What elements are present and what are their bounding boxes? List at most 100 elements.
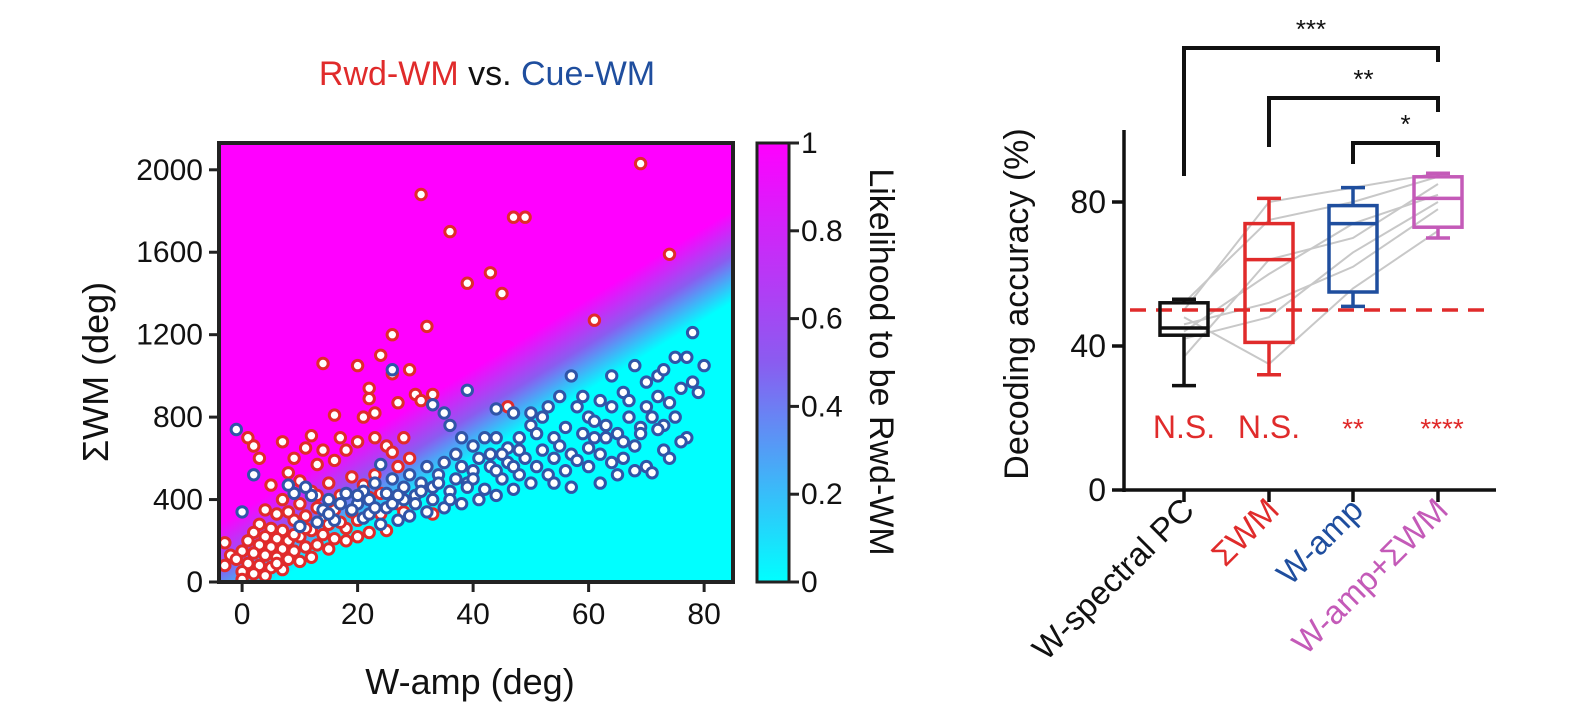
cue-point	[645, 466, 659, 480]
rwd-point	[258, 503, 272, 517]
cue-point	[564, 480, 578, 494]
cue-point	[350, 488, 365, 503]
cue-point	[529, 426, 544, 441]
cue-point	[506, 482, 521, 496]
x-tick-label: 0	[234, 598, 251, 631]
cue-point	[322, 507, 336, 521]
rwd-point	[327, 453, 342, 468]
rwd-point	[391, 396, 405, 410]
cue-point	[489, 488, 503, 503]
scatter-frame	[217, 141, 735, 584]
cue-point	[570, 453, 584, 468]
cue-point	[587, 414, 602, 428]
rwd-point	[391, 459, 405, 474]
cue-point	[535, 443, 550, 457]
rwd-point	[298, 441, 313, 455]
box-iqr	[1243, 221, 1295, 345]
rwd-point	[587, 313, 602, 327]
cue-point	[674, 381, 688, 395]
rwd-point	[316, 356, 330, 371]
scatter-title: Rwd-WM vs. Cue-WM	[319, 55, 655, 93]
cue-point	[495, 447, 509, 461]
cue-point	[420, 459, 434, 474]
x-tick-label: 40	[456, 598, 489, 631]
cue-point	[454, 431, 469, 445]
cue-point	[454, 497, 469, 511]
rwd-point	[518, 210, 532, 224]
cue-point	[489, 402, 503, 416]
rwd-point	[304, 550, 319, 564]
cue-point	[368, 501, 382, 515]
colorbar-ticks: 0 0.2 0.4 0.6 0.8 1	[789, 127, 843, 599]
cue-point	[622, 393, 636, 408]
cue-point	[322, 492, 336, 507]
cue-point	[558, 464, 573, 478]
rwd-point	[495, 286, 509, 301]
cue-point	[437, 406, 451, 420]
cue-point	[685, 375, 700, 389]
rwd-point	[258, 548, 272, 562]
rwd-point	[275, 435, 290, 449]
rwd-point	[414, 393, 428, 408]
cue-point	[478, 431, 492, 445]
rwd-point	[443, 224, 457, 239]
rwd-point	[339, 443, 353, 457]
cue-point	[489, 431, 503, 445]
cue-point	[385, 472, 399, 486]
cue-point	[293, 519, 307, 534]
cue-point	[512, 443, 526, 457]
scatter-plot-area	[219, 143, 733, 582]
title-vs: vs.	[459, 55, 521, 93]
cue-point	[298, 480, 313, 494]
rwd-point	[298, 509, 313, 523]
cue-point	[691, 385, 705, 400]
rwd-point	[374, 348, 388, 362]
box-iqr	[1412, 175, 1464, 229]
rwd-point	[662, 247, 677, 262]
category-label: W-spectral PC	[1025, 491, 1201, 667]
rwd-point	[293, 554, 307, 569]
colorbar-tick-label: 0.4	[801, 390, 843, 423]
cue-point	[460, 480, 474, 494]
cue-point	[610, 468, 625, 482]
cue-point	[339, 486, 353, 501]
rwd-point	[426, 387, 440, 402]
cue-point	[616, 435, 630, 449]
rwd-point	[241, 534, 255, 548]
rwd-point	[362, 525, 376, 540]
cue-point	[426, 398, 440, 412]
y-tick-label: 1600	[136, 236, 203, 269]
cue-point	[593, 447, 607, 461]
rwd-point	[385, 445, 399, 459]
rwd-point	[287, 451, 301, 465]
cue-point	[547, 451, 561, 465]
cue-point	[524, 406, 538, 420]
cue-point	[310, 515, 324, 529]
cue-point	[408, 497, 423, 511]
rwd-point	[362, 391, 376, 406]
title-cue: Cue-WM	[521, 55, 655, 93]
rwd-point	[247, 439, 261, 453]
rwd-point	[483, 266, 498, 280]
cue-point	[558, 420, 573, 435]
paired-line	[1183, 172, 1439, 311]
cue-point	[472, 492, 486, 507]
rwd-point	[275, 492, 290, 507]
significance-vs-chance: ****	[1420, 413, 1464, 444]
rwd-point	[397, 431, 411, 445]
cue-point	[437, 455, 451, 470]
significance-vs-chance: N.S.	[1238, 409, 1300, 445]
cue-point	[345, 503, 359, 517]
rwd-point	[356, 410, 371, 424]
rwd-point	[414, 187, 428, 202]
box-y-tick-label: 80	[1070, 184, 1106, 220]
cue-point	[668, 350, 682, 364]
colorbar	[755, 141, 791, 584]
cue-point	[639, 375, 654, 389]
cue-point	[564, 369, 578, 383]
colorbar-label: Likelihood to be Rwd-WM	[862, 168, 900, 555]
x-tick-label: 60	[572, 598, 605, 631]
cue-point	[443, 492, 457, 507]
rwd-point	[368, 431, 382, 445]
